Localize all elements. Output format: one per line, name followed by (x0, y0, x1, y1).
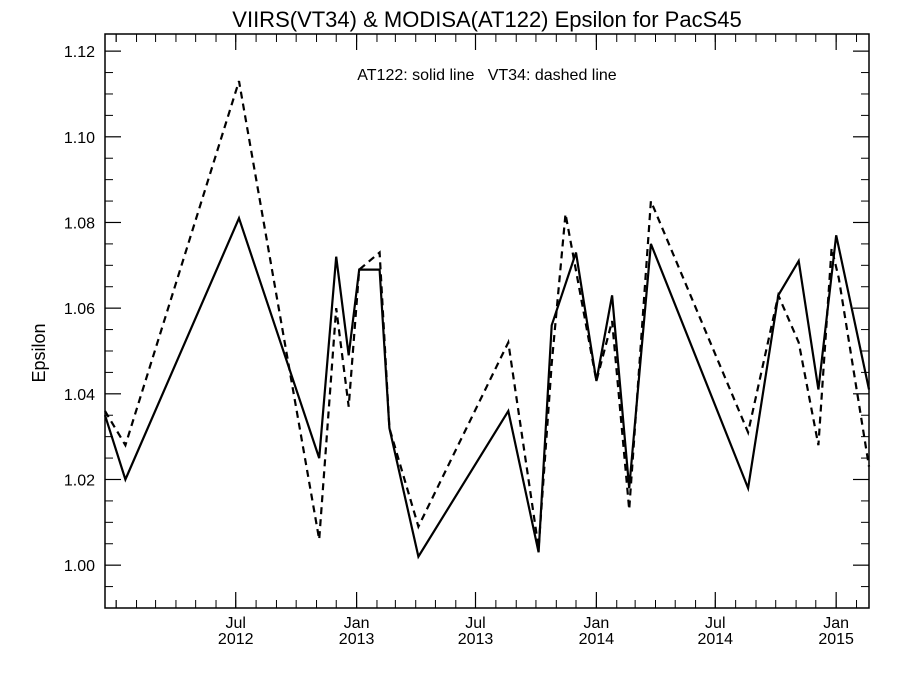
y-tick-label: 1.12 (64, 44, 95, 61)
x-tick-label-year: 2014 (579, 631, 615, 648)
series-line-vt34 (104, 80, 871, 549)
y-tick-label: 1.06 (64, 301, 95, 318)
y-tick-label: 1.02 (64, 472, 95, 489)
x-tick-label-year: 2013 (339, 631, 375, 648)
y-tick-label: 1.04 (64, 387, 95, 404)
series-style-note: AT122: solid line VT34: dashed line (357, 67, 617, 84)
x-tick-label-month: Jul (705, 615, 725, 632)
plot-area: 1.001.021.041.061.081.101.12Jul2012Jan20… (64, 34, 871, 648)
x-tick-label-month: Jul (226, 615, 246, 632)
series-line-at122 (103, 215, 871, 560)
plot-frame (104, 33, 870, 609)
y-tick-label: 1.00 (64, 558, 95, 575)
x-tick-label-month: Jul (465, 615, 485, 632)
x-tick-label-month: Jan (344, 615, 370, 632)
x-tick-label-year: 2013 (458, 631, 494, 648)
x-tick-label-year: 2015 (818, 631, 854, 648)
y-tick-label: 1.10 (64, 130, 95, 147)
x-tick-label-year: 2014 (697, 631, 733, 648)
y-tick-label: 1.08 (64, 215, 95, 232)
y-axis-label: Epsilon (29, 323, 49, 382)
chart-title: VIIRS(VT34) & MODISA(AT122) Epsilon for … (232, 7, 741, 32)
x-tick-label-month: Jan (583, 615, 609, 632)
x-tick-label-month: Jan (823, 615, 849, 632)
x-tick-label-year: 2012 (218, 631, 254, 648)
